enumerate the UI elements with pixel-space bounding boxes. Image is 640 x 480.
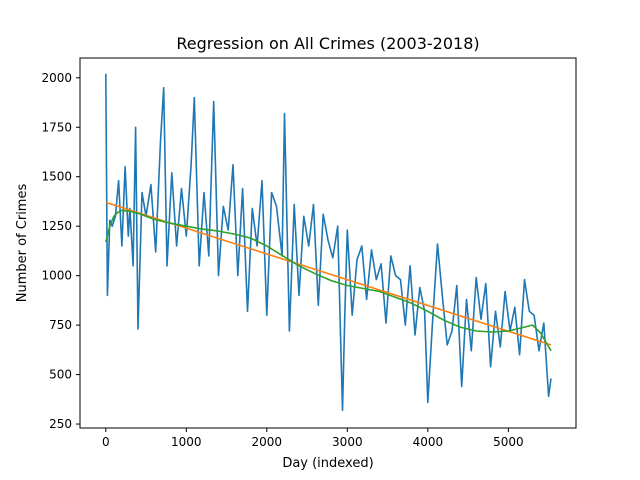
x-tick-label: 5000 bbox=[493, 435, 524, 449]
y-axis-label: Number of Crimes bbox=[15, 184, 30, 303]
plot-area bbox=[105, 73, 552, 412]
series-daily-counts-line bbox=[105, 73, 552, 412]
y-tick-label: 500 bbox=[49, 368, 72, 382]
chart-title: Regression on All Crimes (2003-2018) bbox=[176, 34, 479, 53]
y-tick-label: 750 bbox=[49, 318, 72, 332]
plot-frame bbox=[79, 57, 577, 429]
y-tick-label: 1000 bbox=[41, 269, 72, 283]
series-linear-fit-line bbox=[105, 201, 552, 346]
x-tick-label: 0 bbox=[102, 435, 110, 449]
y-axis: 250 500 750 1000 1250 1500 1750 2000 bbox=[41, 71, 80, 431]
y-tick-label: 2000 bbox=[41, 71, 72, 85]
y-tick-label: 1250 bbox=[41, 219, 72, 233]
y-tick-label: 1500 bbox=[41, 170, 72, 184]
series-poly-fit-line bbox=[105, 209, 552, 352]
y-tick-label: 1750 bbox=[41, 120, 72, 134]
y-tick-label: 250 bbox=[49, 417, 72, 431]
x-tick-label: 1000 bbox=[171, 435, 202, 449]
x-axis-label: Day (indexed) bbox=[282, 456, 373, 471]
x-axis: 0 1000 2000 3000 4000 5000 bbox=[102, 428, 524, 449]
x-tick-label: 3000 bbox=[332, 435, 363, 449]
x-tick-label: 4000 bbox=[413, 435, 444, 449]
x-tick-label: 2000 bbox=[252, 435, 283, 449]
